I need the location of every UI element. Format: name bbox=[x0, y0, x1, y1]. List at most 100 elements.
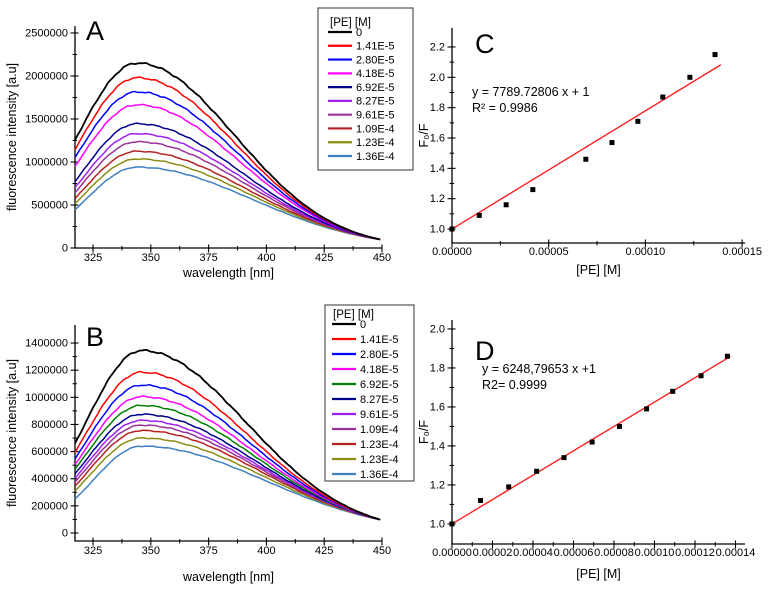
legend-label: 2.80E-5 bbox=[360, 349, 399, 361]
panel-letter: D bbox=[475, 336, 495, 366]
legend-label: 4.18E-5 bbox=[356, 68, 395, 80]
axis-lines bbox=[451, 28, 745, 244]
y-tick-label: 1.2 bbox=[430, 193, 445, 205]
x-tick-label: 0.00005 bbox=[529, 246, 569, 258]
spectrum-curve-1.36E-4 bbox=[74, 166, 381, 241]
data-point bbox=[589, 439, 595, 445]
panel-d-stern-volmer-plot: 0.00000 0.00002 0.00004 0.00006 0.00008 0.000… bbox=[417, 320, 755, 581]
axis-lines bbox=[451, 320, 745, 545]
legend-label: 1.36E-4 bbox=[356, 151, 395, 163]
legend-label: 8.27E-5 bbox=[356, 96, 395, 108]
data-point bbox=[534, 468, 540, 474]
y-tick-label: 800000 bbox=[31, 419, 68, 431]
panel-c-stern-volmer-plot: 0.00000 0.00005 0.00010 0.00015 1.0 1.2 1.4 1.6… bbox=[417, 28, 762, 277]
x-tick-label: 450 bbox=[373, 545, 391, 557]
x-tick-label: 425 bbox=[315, 252, 333, 264]
legend-label: 4.18E-5 bbox=[360, 364, 399, 376]
data-point bbox=[478, 498, 484, 504]
data-point bbox=[506, 484, 512, 490]
y-tick-label: 0 bbox=[62, 243, 68, 255]
spectrum-curve-1.41E-5 bbox=[74, 370, 381, 521]
panel-a-fluorescence-spectra: 325 350 375 400 425 450 0 500000 1000000 1500000 2… bbox=[5, 7, 414, 280]
legend-label: 8.27E-5 bbox=[360, 394, 399, 406]
legend-label: 1.23E-4 bbox=[360, 439, 399, 451]
data-point bbox=[712, 52, 718, 58]
y-tick-label: 2.0 bbox=[430, 72, 445, 84]
spectrum-curve-2.80E-5 bbox=[74, 383, 381, 521]
x-axis-title: wavelength [nm] bbox=[182, 266, 274, 280]
y-tick-label: 600000 bbox=[31, 446, 68, 458]
panel-letter: C bbox=[475, 29, 495, 59]
fit-equation-text: y = 7789.72806 x + 1 bbox=[472, 85, 590, 99]
y-tick-label: 2500000 bbox=[25, 27, 68, 39]
y-axis-title: F₀/F bbox=[417, 420, 431, 444]
legend-A: [PE] [M]0 1.41E-52.80E-5 4.18E-5 6.92E-5 8.2… bbox=[317, 7, 414, 171]
y-tick-label: 1.6 bbox=[430, 401, 445, 413]
data-point bbox=[530, 187, 536, 193]
x-axis-title: [PE] [M] bbox=[576, 263, 620, 277]
x-tick-label: 325 bbox=[84, 545, 102, 557]
x-tick-label: 450 bbox=[373, 252, 391, 264]
x-tick-label: 0.00010 bbox=[635, 547, 675, 559]
legend-label: 1.09E-4 bbox=[360, 424, 399, 436]
spectrum-curve-1.23E-4 bbox=[74, 437, 381, 521]
legend-label: 9.61E-5 bbox=[360, 409, 399, 421]
y-tick-label: 1.2 bbox=[430, 479, 445, 491]
legend-label: 1.09E-4 bbox=[356, 123, 395, 135]
y-tick-label: 1.0 bbox=[430, 518, 445, 530]
legend-label: 2.80E-5 bbox=[356, 54, 395, 66]
data-point bbox=[449, 521, 455, 527]
legend-title: [PE] [M] bbox=[330, 17, 371, 29]
y-tick-label: 2.0 bbox=[430, 323, 445, 335]
data-point bbox=[660, 94, 666, 100]
y-tick-label: 1000000 bbox=[25, 156, 68, 168]
y-tick-label: 1.4 bbox=[430, 440, 445, 452]
fit-equation-text: R² = 0.9986 bbox=[472, 101, 538, 115]
panel-letter: B bbox=[86, 322, 104, 352]
y-tick-label: 1400000 bbox=[25, 338, 68, 350]
x-tick-label: 375 bbox=[199, 252, 217, 264]
y-tick-label: 2000000 bbox=[25, 70, 68, 82]
data-point bbox=[449, 226, 455, 232]
panel-b-fluorescence-spectra: 325 350 375 400 425 450 0 200000 400000 600000 800… bbox=[5, 304, 415, 584]
legend-label: 1.23E-4 bbox=[360, 454, 399, 466]
y-tick-label: 500000 bbox=[31, 199, 68, 211]
x-tick-label: 0.00006 bbox=[554, 547, 594, 559]
y-tick-label: 400000 bbox=[31, 473, 68, 485]
y-tick-label: 200000 bbox=[31, 500, 68, 512]
spectrum-curve-6.92E-5 bbox=[74, 122, 381, 241]
x-tick-label: 325 bbox=[84, 252, 102, 264]
legend-label: 9.61E-5 bbox=[356, 109, 395, 121]
x-tick-label: 0.00004 bbox=[513, 547, 553, 559]
axes-A: 325 350 375 400 425 450 0 500000 1000000 1500000 2… bbox=[5, 16, 391, 280]
data-point bbox=[698, 373, 704, 379]
y-tick-label: 2.2 bbox=[430, 41, 445, 53]
axes-C: 0.00000 0.00005 0.00010 0.00015 1.0 1.2 1.4 1.6… bbox=[417, 28, 762, 277]
spectrum-curve-4.18E-5 bbox=[74, 103, 381, 241]
x-tick-label: 0.00015 bbox=[722, 246, 762, 258]
x-tick-label: 0.00008 bbox=[594, 547, 634, 559]
data-point bbox=[616, 423, 622, 429]
x-tick-label: 0.00000 bbox=[432, 547, 472, 559]
scatter-points bbox=[449, 353, 730, 527]
y-tick-label: 1.4 bbox=[430, 163, 445, 175]
y-axis-title: F₀/F bbox=[417, 123, 431, 147]
x-axis-title: wavelength [nm] bbox=[182, 570, 274, 584]
legend-label: 1.41E-5 bbox=[356, 41, 395, 53]
spectrum-curve-6.92E-5 bbox=[74, 404, 381, 521]
legend-label: 0 bbox=[356, 27, 362, 39]
legend-box bbox=[324, 304, 415, 482]
legend-label: 6.92E-5 bbox=[360, 379, 399, 391]
data-point bbox=[476, 212, 482, 218]
x-tick-label: 0.00000 bbox=[432, 246, 472, 258]
spectra-curves bbox=[74, 348, 381, 521]
data-point bbox=[583, 156, 589, 162]
x-tick-label: 0.00014 bbox=[716, 547, 756, 559]
spectrum-curve-0 bbox=[74, 62, 381, 241]
data-point bbox=[609, 140, 615, 146]
legend-title: [PE] [M] bbox=[333, 309, 374, 321]
scatter-points bbox=[449, 52, 718, 232]
y-tick-label: 1500000 bbox=[25, 113, 68, 125]
axes-D: 0.00000 0.00002 0.00004 0.00006 0.00008 0.000… bbox=[417, 320, 755, 581]
